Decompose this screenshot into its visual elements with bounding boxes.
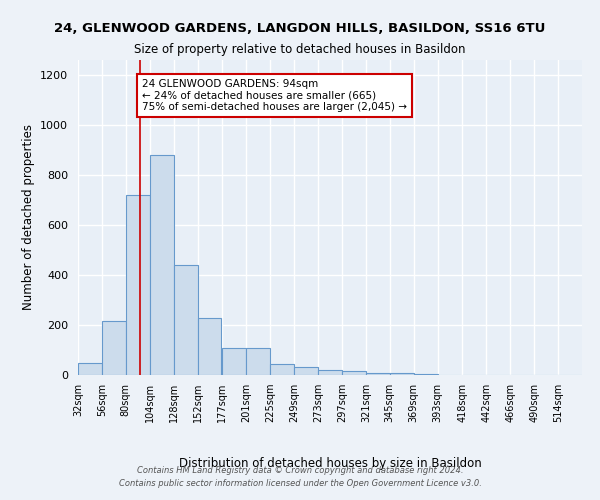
Bar	[390, 372, 413, 375]
Text: Distribution of detached houses by size in Basildon: Distribution of detached houses by size …	[179, 458, 481, 470]
Bar	[150, 155, 173, 375]
Bar	[342, 370, 366, 375]
Bar	[78, 362, 102, 375]
Bar	[102, 322, 126, 375]
Bar	[294, 367, 318, 375]
Bar	[247, 348, 270, 375]
Bar	[223, 348, 247, 375]
Bar	[197, 318, 221, 375]
Text: Contains HM Land Registry data © Crown copyright and database right 2024.
Contai: Contains HM Land Registry data © Crown c…	[119, 466, 481, 487]
Bar	[270, 364, 294, 375]
Bar	[173, 265, 197, 375]
Y-axis label: Number of detached properties: Number of detached properties	[22, 124, 35, 310]
Text: Size of property relative to detached houses in Basildon: Size of property relative to detached ho…	[134, 42, 466, 56]
Text: 24 GLENWOOD GARDENS: 94sqm
← 24% of detached houses are smaller (665)
75% of sem: 24 GLENWOOD GARDENS: 94sqm ← 24% of deta…	[142, 78, 407, 112]
Bar	[126, 195, 150, 375]
Text: 24, GLENWOOD GARDENS, LANGDON HILLS, BASILDON, SS16 6TU: 24, GLENWOOD GARDENS, LANGDON HILLS, BAS…	[55, 22, 545, 36]
Bar	[366, 372, 390, 375]
Bar	[318, 370, 342, 375]
Bar	[413, 374, 437, 375]
